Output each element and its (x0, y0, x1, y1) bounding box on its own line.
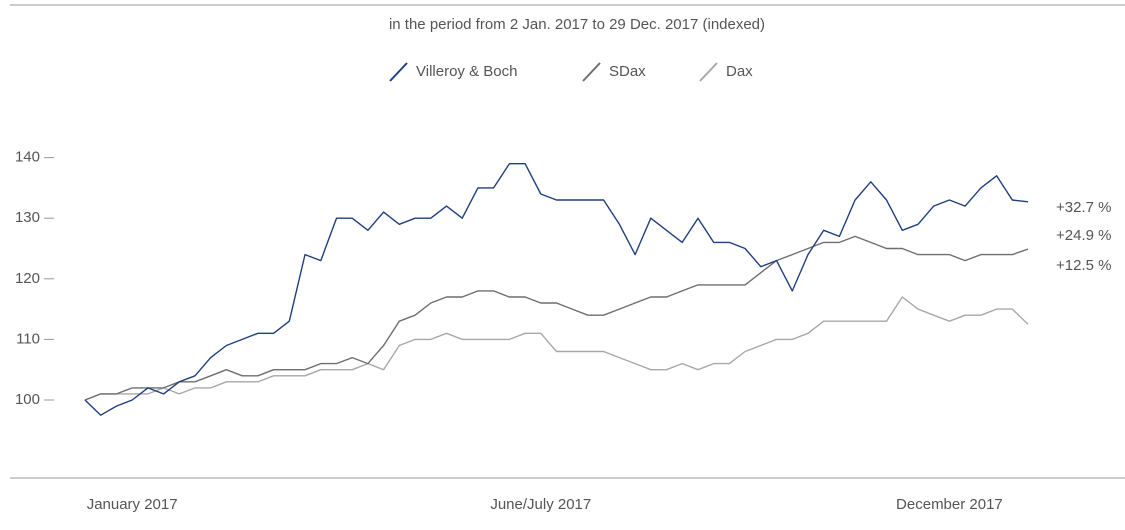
end-label: +24.9 % (1056, 227, 1111, 244)
legend-icon (699, 62, 718, 82)
y-tick-label: 100 (15, 391, 40, 408)
chart-subtitle: in the period from 2 Jan. 2017 to 29 Dec… (389, 16, 765, 33)
series-line (84, 163, 1029, 416)
legend-icon (389, 62, 408, 82)
y-tick-label: 130 (15, 209, 40, 226)
y-tick-label: 140 (15, 149, 40, 166)
y-tick-label: 120 (15, 270, 40, 287)
legend-label: SDax (609, 63, 646, 80)
y-tick-label: 110 (16, 330, 40, 347)
x-tick-label: June/July 2017 (490, 496, 591, 513)
legend-label: Villeroy & Boch (416, 63, 517, 80)
x-tick-label: December 2017 (896, 496, 1003, 513)
x-tick-label: January 2017 (87, 496, 178, 513)
end-label: +32.7 % (1056, 199, 1111, 216)
legend-label: Dax (726, 63, 753, 80)
series-line (84, 296, 1029, 401)
legend-icon (582, 62, 601, 82)
end-label: +12.5 % (1056, 257, 1111, 274)
series-line (84, 235, 1029, 401)
